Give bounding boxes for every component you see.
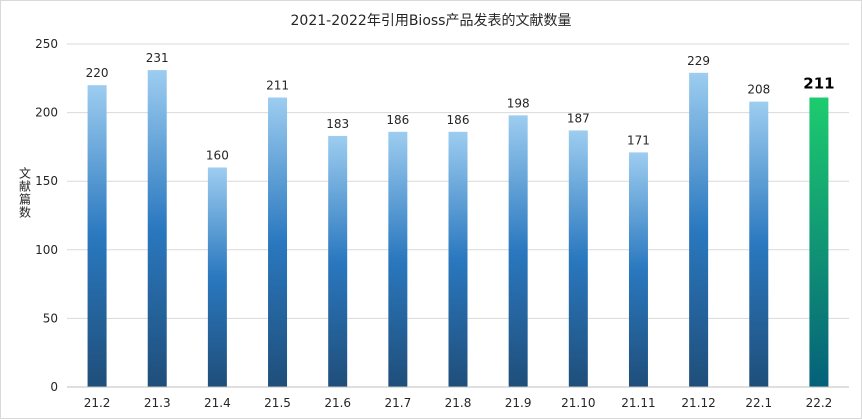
- data-label: 171: [627, 133, 650, 147]
- bar: [508, 115, 528, 388]
- bar: [628, 152, 648, 387]
- x-tick-label: 21.9: [505, 396, 532, 410]
- bar-highlight: [809, 97, 829, 388]
- y-tick-label: 200: [35, 106, 58, 120]
- y-axis-label-char: 数: [19, 205, 31, 220]
- y-tick-label: 100: [35, 243, 58, 257]
- bar: [328, 135, 348, 387]
- data-label: 187: [567, 111, 590, 125]
- x-tick-label: 21.10: [561, 396, 595, 410]
- bar: [207, 167, 227, 387]
- x-tick-label: 21.7: [384, 396, 411, 410]
- x-tick-label: 21.11: [621, 396, 655, 410]
- y-axis-label-char: 文: [19, 166, 31, 181]
- y-tick-label: 250: [35, 37, 58, 51]
- bar: [268, 97, 288, 388]
- x-tick-label: 21.6: [324, 396, 351, 410]
- bar: [147, 70, 167, 388]
- bar: [448, 131, 468, 387]
- y-axis-label-char: 献: [19, 179, 31, 194]
- data-label: 160: [206, 148, 229, 162]
- x-tick-label: 22.1: [745, 396, 772, 410]
- x-tick-label: 21.2: [84, 396, 111, 410]
- data-label: 186: [447, 113, 470, 127]
- x-tick-label: 21.12: [681, 396, 715, 410]
- bar: [689, 72, 709, 387]
- data-label: 231: [146, 51, 169, 65]
- bar: [87, 85, 107, 387]
- chart-title: 2021-2022年引用Bioss产品发表的文献数量: [291, 13, 572, 29]
- data-label: 211: [803, 75, 834, 93]
- x-tick-label: 22.2: [806, 396, 833, 410]
- y-tick-label: 0: [50, 380, 58, 394]
- data-label: 183: [326, 117, 349, 131]
- data-label: 229: [687, 54, 710, 68]
- y-tick-label: 150: [35, 174, 58, 188]
- data-label: 208: [747, 83, 770, 97]
- bars: [87, 70, 829, 388]
- x-tick-label: 21.3: [144, 396, 171, 410]
- data-labels: 220 231 160 211 183 186 186 198 187 171 229 208 211: [86, 51, 835, 162]
- bar: [568, 130, 588, 387]
- y-axis-ticks: 0 50 100 150 200 250: [35, 37, 58, 394]
- x-tick-label: 21.4: [204, 396, 231, 410]
- x-axis-ticks: 21.2 21.3 21.4 21.5 21.6 21.7 21.8 21.9 21.10 21.…: [84, 396, 833, 410]
- y-axis-label-char: 篇: [19, 192, 31, 207]
- data-label: 198: [507, 96, 530, 110]
- bar: [749, 101, 769, 388]
- x-tick-label: 21.8: [445, 396, 472, 410]
- data-label: 211: [266, 79, 289, 93]
- data-label: 220: [86, 66, 109, 80]
- data-label: 186: [386, 113, 409, 127]
- x-tick-label: 21.5: [264, 396, 291, 410]
- bar: [388, 131, 408, 387]
- y-tick-label: 50: [43, 311, 58, 325]
